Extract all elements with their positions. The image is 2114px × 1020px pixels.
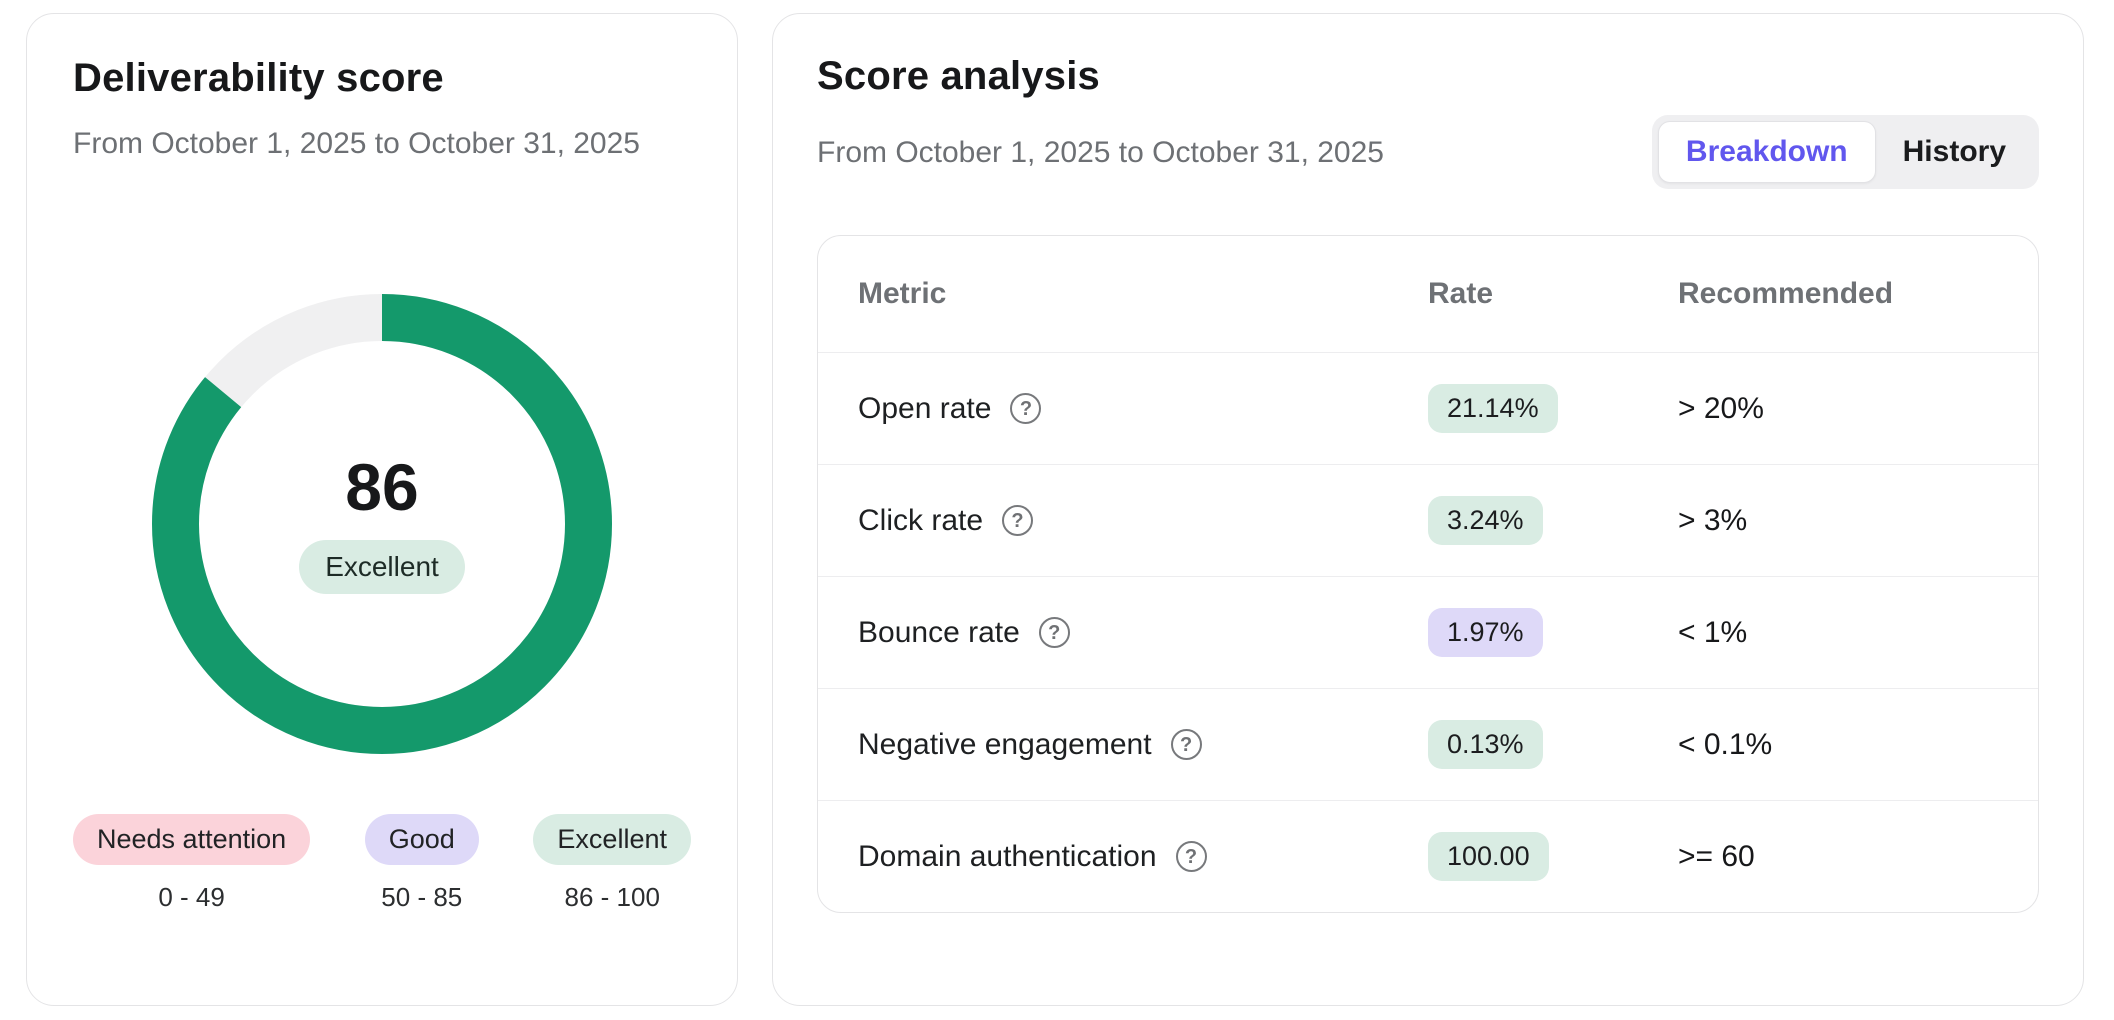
deliverability-donut-chart: 86 Excellent [152, 294, 612, 754]
rate-badge: 21.14% [1428, 384, 1558, 433]
metric-label: Negative engagement [858, 727, 1152, 761]
recommended-value: > 3% [1678, 503, 1748, 537]
column-header-rate: Rate [1428, 277, 1494, 310]
metric-cell: Domain authentication ? [858, 840, 1428, 874]
metric-label: Click rate [858, 503, 984, 537]
help-icon[interactable]: ? [1170, 729, 1202, 760]
table-row-click-rate: Click rate ? 3.24% > 3% [818, 464, 2038, 576]
rate-badge: 3.24% [1428, 496, 1543, 545]
column-header-metric: Metric [858, 277, 947, 310]
donut-center: 86 Excellent [152, 294, 612, 754]
legend-range: 86 - 100 [564, 882, 660, 912]
table-row-bounce-rate: Bounce rate ? 1.97% < 1% [818, 576, 2038, 688]
metric-cell: Bounce rate ? [858, 616, 1428, 650]
metric-label: Domain authentication [858, 839, 1157, 873]
view-toggle: Breakdown History [1651, 115, 2039, 189]
table-row-domain-authentication: Domain authentication ? 100.00 >= 60 [818, 800, 2038, 912]
score-legend: Needs attention 0 - 49 Good 50 - 85 Exce… [73, 814, 691, 913]
column-header-recommended: Recommended [1678, 277, 1894, 310]
table-row-open-rate: Open rate ? 21.14% > 20% [818, 352, 2038, 464]
deliverability-score-title: Deliverability score [73, 56, 444, 100]
legend-range: 50 - 85 [381, 882, 463, 912]
legend-item-needs-attention: Needs attention 0 - 49 [73, 814, 311, 913]
recommended-value: > 20% [1678, 391, 1764, 425]
legend-badge: Excellent [533, 814, 691, 865]
donut-svg [152, 294, 612, 754]
legend-item-good: Good 50 - 85 [364, 814, 479, 913]
metric-cell: Negative engagement ? [858, 728, 1428, 762]
recommended-value: < 0.1% [1678, 727, 1773, 761]
toggle-breakdown[interactable]: Breakdown [1657, 121, 1876, 183]
table-row-negative-engagement: Negative engagement ? 0.13% < 0.1% [818, 688, 2038, 800]
table-header-row: Metric Rate Recommended [818, 236, 2038, 352]
help-icon[interactable]: ? [1038, 617, 1070, 648]
legend-badge: Needs attention [73, 814, 311, 865]
metric-cell: Open rate ? [858, 392, 1428, 426]
help-icon[interactable]: ? [1175, 841, 1207, 872]
rate-badge: 0.13% [1428, 720, 1543, 769]
toggle-history[interactable]: History [1902, 135, 2006, 168]
score-analysis-title: Score analysis [817, 54, 1100, 98]
donut-value-arc [152, 294, 612, 754]
score-analysis-meta-row: From October 1, 2025 to October 31, 2025… [817, 115, 2039, 189]
score-analysis-date-range: From October 1, 2025 to October 31, 2025 [817, 135, 1384, 169]
metrics-table: Metric Rate Recommended Open rate ? 21.1… [817, 235, 2039, 913]
rate-badge: 100.00 [1428, 832, 1549, 881]
legend-item-excellent: Excellent 86 - 100 [533, 814, 691, 913]
score-analysis-card: Score analysis From October 1, 2025 to O… [772, 13, 2084, 1006]
score-status-badge: Excellent [299, 540, 465, 594]
recommended-value: < 1% [1678, 615, 1748, 649]
help-icon[interactable]: ? [1002, 505, 1034, 536]
deliverability-date-range: From October 1, 2025 to October 31, 2025 [73, 127, 640, 160]
legend-range: 0 - 49 [158, 882, 225, 912]
metric-cell: Click rate ? [858, 504, 1428, 538]
metric-label: Bounce rate [858, 615, 1020, 649]
metric-label: Open rate [858, 391, 992, 425]
score-value: 86 [345, 450, 419, 524]
legend-badge: Good [364, 814, 479, 865]
deliverability-score-card: Deliverability score From October 1, 202… [26, 13, 738, 1006]
rate-badge: 1.97% [1428, 608, 1543, 657]
recommended-value: >= 60 [1678, 839, 1755, 873]
help-icon[interactable]: ? [1010, 393, 1042, 424]
